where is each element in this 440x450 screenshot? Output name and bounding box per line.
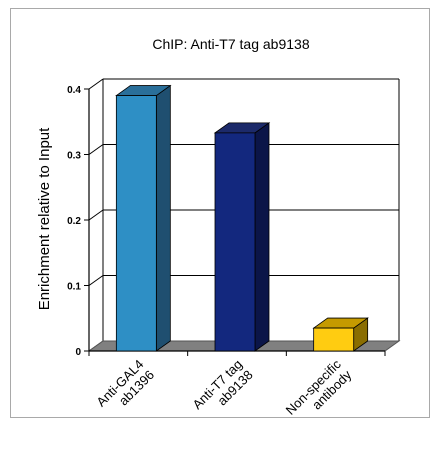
chart-title: ChIP: Anti-T7 tag ab9138 [152,36,309,52]
gridline-side [88,275,104,286]
y-tick-label: 0 [75,347,81,358]
y-tick-label: 0.1 [67,282,81,293]
bar-layer [115,84,369,352]
bar [115,95,157,352]
chart-frame: ChIP: Anti-T7 tag ab9138 0 0.1 0.2 0.3 0.4 An… [10,8,430,418]
bar-side [155,84,171,352]
y-tick-label: 0.4 [67,85,81,96]
y-tick-label: 0.2 [67,216,81,227]
gridline-side [88,78,104,90]
bar [214,132,256,352]
y-axis-label: Enrichment relative to Input [36,127,53,310]
gridline-side [88,209,104,221]
bar-side [254,122,270,352]
bar [313,327,355,352]
y-tick-label: 0.3 [67,151,81,162]
gridline-side [88,144,104,155]
chart-svg: ChIP: Anti-T7 tag ab9138 0 0.1 0.2 0.3 0.4 An… [36,36,401,418]
